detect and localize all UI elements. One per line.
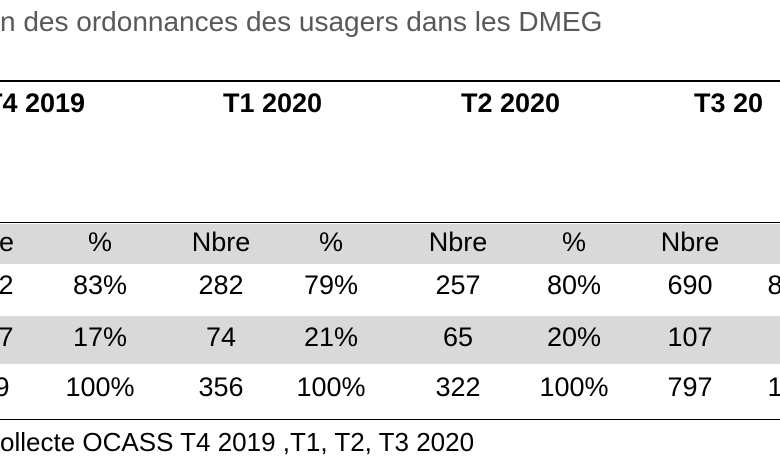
- cell-r3-c3: 356: [198, 372, 244, 402]
- cell-r3-c7: 797: [667, 372, 713, 402]
- subheader-nbre-t3: Nbre: [660, 227, 720, 257]
- cell-r2-c5: 65: [442, 322, 474, 352]
- subheader-pct-t2: %: [561, 227, 587, 257]
- subheader-pct-t4: %: [87, 227, 113, 257]
- period-header-t1-2020: T1 2020: [223, 88, 323, 118]
- subheader-pct-t1: %: [318, 227, 344, 257]
- cell-r1-c6: 80%: [546, 270, 602, 300]
- cell-r2-c6: 20%: [546, 322, 602, 352]
- subheader-band: [0, 224, 780, 264]
- cell-r1-c2: 83%: [72, 270, 128, 300]
- cell-r3-c2: 100%: [65, 372, 135, 402]
- cell-r2-c1: 7: [0, 322, 14, 352]
- subheader-nbre-t2: Nbre: [428, 227, 488, 257]
- cell-r3-c4: 100%: [296, 372, 366, 402]
- bottom-rule: [0, 419, 780, 420]
- cell-r3-c8: 1: [767, 372, 780, 402]
- cell-r1-c4: 79%: [303, 270, 359, 300]
- period-header-t3-2020: T3 20: [694, 88, 764, 118]
- cell-r3-c5: 322: [435, 372, 481, 402]
- cell-r1-c8: 8: [767, 270, 780, 300]
- cell-r2-c4: 21%: [303, 322, 359, 352]
- cell-r2-c2: 17%: [72, 322, 128, 352]
- cell-r1-c5: 257: [435, 270, 481, 300]
- subheader-rule: [0, 222, 780, 223]
- cell-r1-c3: 282: [198, 270, 244, 300]
- cell-r3-c1: 9: [0, 372, 10, 402]
- table-title: n des ordonnances des usagers dans les D…: [0, 6, 603, 37]
- row-2-band: [0, 316, 780, 364]
- cell-r2-c7: 107: [667, 322, 713, 352]
- source-note: ollecte OCASS T4 2019 ,T1, T2, T3 2020: [0, 427, 475, 457]
- period-header-t4-2019: T4 2019: [0, 88, 86, 118]
- cell-r2-c3: 74: [205, 322, 237, 352]
- period-header-t2-2020: T2 2020: [461, 88, 561, 118]
- top-rule: [0, 80, 780, 82]
- cell-r1-c1: 2: [0, 270, 14, 300]
- subheader-nbre-t1: Nbre: [191, 227, 251, 257]
- subheader-nbre-t4: re: [0, 227, 15, 257]
- cell-r3-c6: 100%: [539, 372, 609, 402]
- cell-r1-c7: 690: [667, 270, 713, 300]
